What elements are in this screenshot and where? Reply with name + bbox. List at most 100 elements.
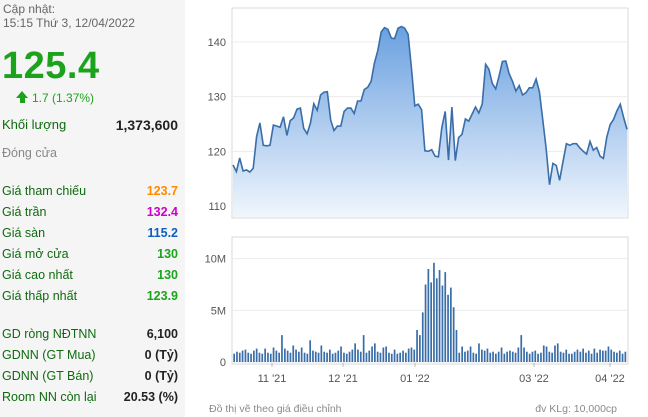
open-price-value: 130 <box>157 247 178 261</box>
volume-bar <box>464 351 466 362</box>
volume-bar <box>475 353 478 362</box>
volume-bar <box>486 348 489 362</box>
volume-bar <box>618 350 621 362</box>
volume-bar <box>503 353 506 362</box>
price-line <box>232 25 628 185</box>
volume-bar <box>419 335 421 362</box>
volume-bar <box>376 351 379 362</box>
volume-bar <box>520 335 523 362</box>
volume-bar <box>314 351 317 362</box>
volume-bar <box>458 352 461 362</box>
volume-bar <box>571 353 573 362</box>
volume-bar <box>286 350 289 362</box>
foreign-sell-value: 0 (Tỷ) <box>144 369 178 383</box>
volume-bar <box>610 349 613 362</box>
foreign-buy-label: GDNN (GT Mua) <box>2 348 96 362</box>
volume-bar <box>295 349 297 362</box>
volume-bar <box>556 343 559 362</box>
volume-bar <box>298 351 300 362</box>
volume-bar <box>430 282 433 362</box>
volume-bar <box>306 353 309 362</box>
volume-bar <box>562 352 565 362</box>
volume-bar <box>269 353 272 362</box>
volume-bar <box>292 345 295 362</box>
volume-bar <box>424 284 427 362</box>
volume-bar <box>596 352 599 362</box>
volume-bar <box>255 348 258 362</box>
volume-bar <box>441 285 444 362</box>
volume-bar <box>250 353 252 362</box>
volume-bar <box>469 346 472 362</box>
close-label: Đóng cửa <box>2 146 57 160</box>
ceiling-price-label: Giá trần <box>2 205 47 219</box>
ceiling-price-value: 132.4 <box>146 205 178 219</box>
volume-bar <box>528 353 531 362</box>
update-timestamp: 15:15 Thứ 3, 12/04/2022 <box>3 16 135 30</box>
volume-bar <box>410 347 413 362</box>
volume-bar <box>444 272 447 362</box>
volume-bar <box>407 348 410 362</box>
price-y-tick-label: 140 <box>208 37 226 49</box>
price-y-tick-label: 110 <box>208 201 226 213</box>
arrow-up-icon <box>16 91 28 104</box>
volume-bar <box>472 352 475 362</box>
volume-bar <box>388 352 390 362</box>
volume-bar <box>385 346 388 362</box>
volume-bar <box>258 352 261 362</box>
volume-bar <box>402 350 404 362</box>
volume-bar <box>590 353 593 362</box>
volume-bar <box>537 353 539 362</box>
volume-bar <box>607 346 610 362</box>
volume-bar <box>492 351 494 362</box>
price-y-tick-label: 130 <box>208 92 226 104</box>
volume-bar <box>576 349 579 362</box>
volume-bar <box>534 350 537 362</box>
volume-bar <box>359 351 362 362</box>
volume-bar <box>329 349 331 362</box>
volume-bar <box>500 347 503 362</box>
volume-bar <box>345 353 348 362</box>
volume-bar <box>337 350 340 362</box>
volume-bar <box>374 343 376 362</box>
volume-bar <box>604 350 607 362</box>
volume-bar <box>261 353 264 362</box>
volume-bar <box>554 345 556 362</box>
volume-bar <box>573 351 576 362</box>
last-price: 125.4 <box>2 45 100 87</box>
price-y-tick-label: 120 <box>208 146 226 158</box>
volume-bar <box>303 352 306 362</box>
volume-bar <box>421 312 424 362</box>
volume-bar <box>241 350 244 362</box>
price-area <box>233 26 627 217</box>
volume-bar <box>371 346 373 362</box>
volume-bar <box>427 269 430 362</box>
volume-bar <box>348 351 351 362</box>
volume-bar <box>300 347 303 362</box>
volume-bar <box>236 351 238 362</box>
volume-bar <box>438 270 441 362</box>
volume-bar <box>481 349 483 362</box>
volume-bar <box>523 347 525 362</box>
volume-panel-frame <box>231 236 629 365</box>
floor-price-value: 115.2 <box>147 226 178 240</box>
volume-bar <box>542 345 545 362</box>
volume-bar <box>514 352 517 362</box>
volume-y-tick-label: 5M <box>211 305 226 317</box>
volume-bar <box>317 352 320 362</box>
volume-bar <box>247 352 250 362</box>
volume-bar <box>390 353 393 362</box>
volume-bar <box>450 287 452 362</box>
volume-bar <box>613 351 615 362</box>
volume-bar <box>379 352 382 362</box>
volume-label: Khối lượng <box>2 117 67 132</box>
volume-bars <box>233 262 627 362</box>
foreign-net-label: GD ròng NĐTNN <box>2 327 97 341</box>
volume-bar <box>545 346 548 362</box>
volume-bar <box>455 330 458 362</box>
volume-y-axis: 0 5M 10M <box>205 254 226 369</box>
volume-bar <box>435 278 438 362</box>
volume-bar <box>289 352 292 362</box>
volume-bar <box>323 351 326 362</box>
foreign-sell-label: GDNN (GT Bán) <box>2 369 94 383</box>
